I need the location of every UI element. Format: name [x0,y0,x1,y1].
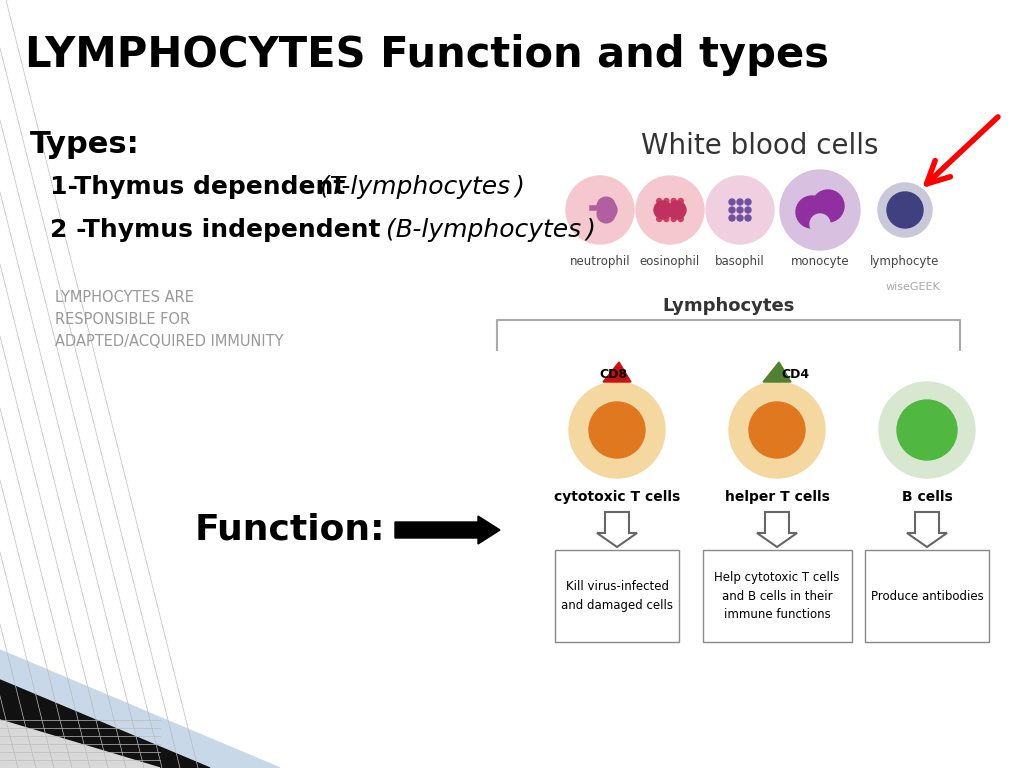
Circle shape [656,217,662,221]
Circle shape [729,207,735,213]
Text: Help cytotoxic T cells
and B cells in their
immune functions: Help cytotoxic T cells and B cells in th… [715,571,840,621]
Text: eosinophil: eosinophil [640,255,700,268]
Text: (B-lymphocytes ): (B-lymphocytes ) [386,218,596,242]
Circle shape [599,201,617,219]
Circle shape [664,207,669,213]
Circle shape [745,207,751,213]
FancyArrow shape [395,516,500,544]
Circle shape [597,197,615,215]
Circle shape [664,198,669,204]
Circle shape [879,382,975,478]
Circle shape [654,201,672,219]
Circle shape [745,199,751,205]
Circle shape [812,190,844,222]
Text: CD8: CD8 [599,369,627,382]
Circle shape [780,170,860,250]
Circle shape [566,176,634,244]
Circle shape [668,201,686,219]
Circle shape [656,198,662,204]
Circle shape [810,214,830,234]
Text: 1-Thymus dependent: 1-Thymus dependent [50,175,354,199]
Circle shape [796,196,828,228]
Circle shape [678,207,683,213]
Text: Produce antibodies: Produce antibodies [870,590,983,603]
Text: CD4: CD4 [781,369,809,382]
Text: helper T cells: helper T cells [725,490,829,504]
Text: neutrophil: neutrophil [569,255,631,268]
Text: monocyte: monocyte [791,255,849,268]
Circle shape [656,207,662,213]
Text: wiseGEEK: wiseGEEK [886,282,940,292]
FancyBboxPatch shape [865,550,989,642]
Circle shape [729,199,735,205]
Polygon shape [603,362,631,382]
FancyBboxPatch shape [555,550,679,642]
Circle shape [706,176,774,244]
Polygon shape [0,680,210,768]
Text: White blood cells: White blood cells [641,132,879,160]
Text: 2 -Thymus independent: 2 -Thymus independent [50,218,389,242]
Polygon shape [597,512,637,547]
Circle shape [729,215,735,221]
Polygon shape [907,512,947,547]
Text: (T-lymphocytes ): (T-lymphocytes ) [319,175,525,199]
Circle shape [887,192,923,228]
Circle shape [636,176,705,244]
Text: Lymphocytes: Lymphocytes [663,297,795,315]
FancyBboxPatch shape [702,550,852,642]
Polygon shape [0,650,280,768]
Text: basophil: basophil [715,255,765,268]
Circle shape [678,217,683,221]
Circle shape [737,215,743,221]
Polygon shape [0,720,160,768]
Circle shape [597,205,615,223]
Circle shape [745,215,751,221]
Text: cytotoxic T cells: cytotoxic T cells [554,490,680,504]
Circle shape [737,199,743,205]
Text: Kill virus-infected
and damaged cells: Kill virus-infected and damaged cells [561,581,673,611]
Text: LYMPHOCYTES Function and types: LYMPHOCYTES Function and types [25,34,829,76]
Text: Types:: Types: [30,130,139,159]
Circle shape [729,382,825,478]
Text: Function:: Function: [195,513,385,547]
Circle shape [671,198,676,204]
Circle shape [569,382,665,478]
Text: LYMPHOCYTES ARE
RESPONSIBLE FOR
ADAPTED/ACQUIRED IMMUNITY: LYMPHOCYTES ARE RESPONSIBLE FOR ADAPTED/… [55,290,284,349]
Circle shape [664,217,669,221]
Circle shape [678,198,683,204]
Circle shape [671,207,676,213]
Polygon shape [763,362,791,382]
Text: B cells: B cells [901,490,952,504]
Circle shape [749,402,805,458]
Circle shape [878,183,932,237]
Circle shape [737,207,743,213]
Circle shape [589,402,645,458]
Circle shape [671,217,676,221]
Text: lymphocyte: lymphocyte [870,255,940,268]
Polygon shape [757,512,797,547]
Circle shape [897,400,957,460]
